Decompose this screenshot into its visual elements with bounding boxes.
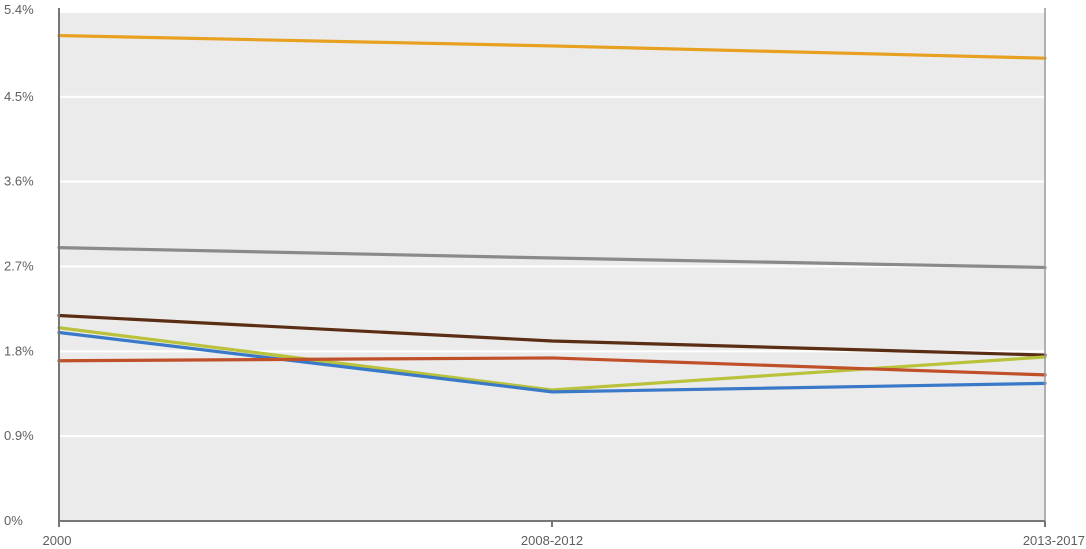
series-lines (57, 33, 1047, 394)
x-tick-label: 2008-2012 (521, 533, 583, 548)
y-tick-label: 0.9% (4, 428, 34, 443)
y-tick-label: 2.7% (4, 259, 34, 274)
series-line-2 (57, 246, 1047, 270)
series-line-3 (57, 313, 1047, 357)
x-tick-label: 2000 (43, 533, 72, 548)
y-tick-label: 3.6% (4, 174, 34, 189)
y-tick-label: 1.8% (4, 343, 34, 358)
series-line-6 (57, 356, 1047, 377)
series-line-5 (57, 330, 1047, 394)
y-tick-labels: 0% 0.9% 1.8% 2.7% 3.6% 4.5% 5.4% (4, 2, 34, 528)
series-line-1 (57, 33, 1047, 60)
x-tick-label: 2013-2017 (1023, 533, 1085, 548)
y-tick-label: 0% (4, 513, 23, 528)
y-tick-label: 4.5% (4, 89, 34, 104)
x-tick-labels: 2000 2008-2012 2013-2017 (43, 533, 1085, 548)
axes (58, 8, 1046, 527)
y-tick-label: 5.4% (4, 2, 34, 17)
